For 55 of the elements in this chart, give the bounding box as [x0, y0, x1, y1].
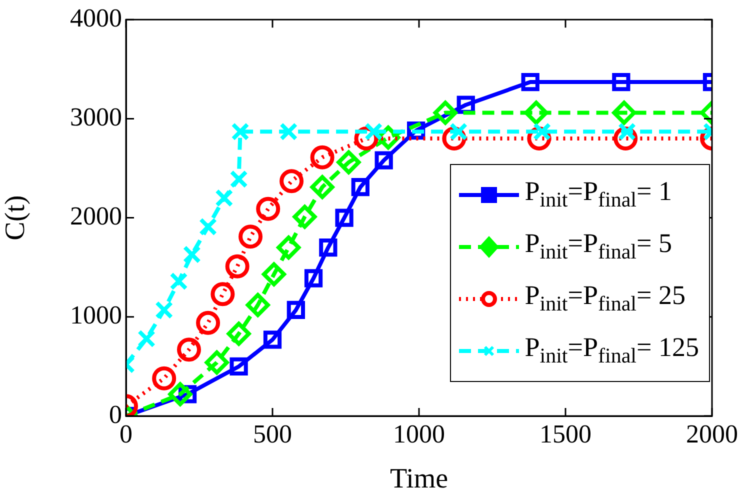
y-axis-title: C(t) — [0, 195, 32, 240]
point — [521, 72, 540, 92]
point — [176, 338, 201, 362]
point — [198, 218, 218, 236]
point — [225, 254, 250, 278]
point — [231, 122, 250, 141]
point — [204, 350, 229, 374]
point — [230, 357, 248, 376]
point — [433, 100, 458, 125]
point — [310, 175, 334, 200]
point — [262, 262, 286, 286]
legend-label: P$_{init}$=P$_{final}$= 1 — [524, 174, 672, 213]
point — [524, 100, 548, 125]
point — [286, 300, 306, 320]
legend-label: P$_{init}$=P$_{final}$= 5 — [524, 226, 672, 265]
y-tick-label: 2000 — [70, 202, 122, 231]
point — [276, 236, 301, 260]
point — [292, 204, 317, 229]
point — [335, 208, 354, 227]
point — [215, 188, 234, 208]
y-tick-label: 3000 — [70, 102, 122, 132]
point — [280, 122, 298, 141]
point — [612, 72, 630, 92]
x-axis-title: Time — [390, 464, 448, 495]
point — [351, 178, 370, 196]
point — [238, 224, 263, 249]
point — [246, 293, 270, 318]
y-tick-label: 4000 — [70, 3, 122, 32]
point — [304, 269, 323, 288]
point — [210, 282, 235, 306]
point — [612, 100, 636, 125]
point — [310, 145, 334, 170]
point — [374, 151, 393, 170]
point — [280, 169, 304, 194]
point — [226, 322, 251, 346]
legend-label: P$_{init}$=P$_{final}$= 125 — [524, 330, 699, 369]
point — [155, 300, 174, 320]
point — [319, 238, 338, 257]
y-tick-label: 1000 — [70, 300, 122, 330]
point — [256, 196, 280, 221]
point — [152, 366, 176, 390]
x-tick-label: 2000 — [686, 419, 738, 448]
point — [137, 330, 156, 348]
point — [336, 150, 361, 174]
x-tick-label: 500 — [253, 419, 292, 448]
point — [168, 382, 192, 406]
point — [196, 310, 220, 335]
y-tick-label: 0 — [109, 400, 122, 429]
legend-label: P$_{init}$=P$_{final}$= 25 — [524, 278, 686, 317]
point — [170, 272, 188, 290]
point — [230, 170, 248, 188]
point — [182, 245, 201, 264]
x-tick-label: 1500 — [540, 419, 592, 448]
x-tick-label: 1000 — [393, 419, 445, 448]
point — [263, 330, 282, 349]
